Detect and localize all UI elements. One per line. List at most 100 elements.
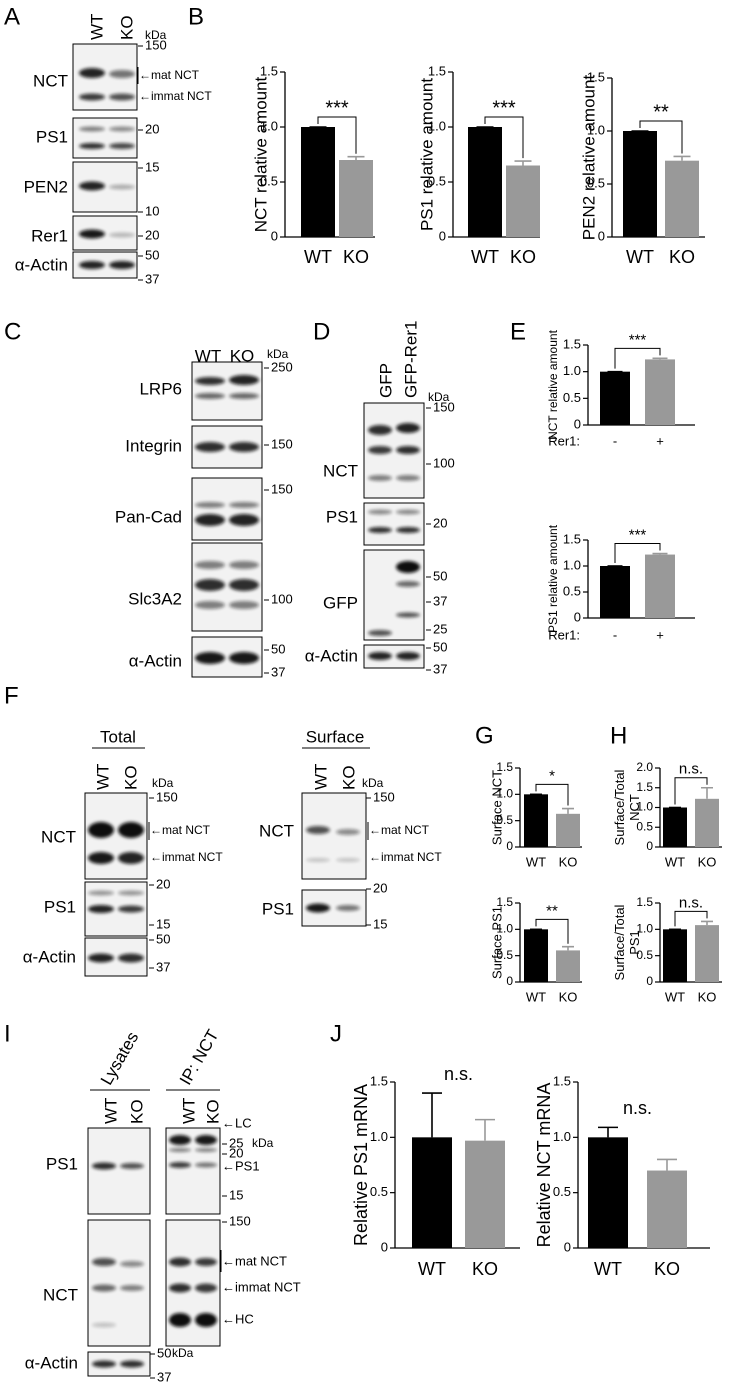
x-tick-label: KO xyxy=(669,247,695,267)
band xyxy=(195,1135,217,1145)
marker-label: 150 xyxy=(145,37,167,52)
panel-letter: E xyxy=(510,318,526,345)
band xyxy=(195,1258,217,1266)
significance-label: *** xyxy=(325,97,349,119)
annotation: ←LC xyxy=(222,1115,252,1130)
bar xyxy=(556,950,580,982)
y-axis-label: Surface PS1 xyxy=(489,906,504,979)
unit-label: kDa xyxy=(152,776,174,790)
row-label: NCT xyxy=(41,827,76,846)
lane-label: KO xyxy=(230,346,255,365)
row-label: PS1 xyxy=(326,507,358,526)
band xyxy=(368,630,392,636)
band xyxy=(229,375,259,385)
y-axis-label: PS1 relative amount xyxy=(546,524,560,633)
band xyxy=(195,1148,217,1152)
x-axis-label: Rer1: xyxy=(548,433,580,448)
band xyxy=(109,70,135,78)
row-label: PS1 xyxy=(46,1154,78,1173)
x-tick-label: KO xyxy=(698,989,717,1004)
band xyxy=(79,143,105,149)
band xyxy=(396,446,420,454)
y-axis-label: PS1 xyxy=(627,930,642,955)
y-axis-label: PS1 relative amount xyxy=(417,78,436,231)
bar xyxy=(645,554,675,618)
x-tick-label: KO xyxy=(510,247,536,267)
band xyxy=(79,68,105,78)
error-bar xyxy=(562,945,574,951)
blot xyxy=(301,792,367,880)
y-axis-label: NCT relative amount xyxy=(251,76,270,232)
x-tick-label: + xyxy=(656,627,664,642)
band xyxy=(368,652,392,660)
x-tick-label: - xyxy=(613,627,617,642)
y-tick-label: 1.5 xyxy=(496,895,513,909)
unit-label: kDa xyxy=(145,28,167,42)
bar xyxy=(524,929,548,982)
band xyxy=(169,1257,191,1267)
unit-label: kDa xyxy=(172,1346,194,1360)
band xyxy=(79,261,105,269)
lane-label: WT xyxy=(101,1098,120,1124)
x-tick-label: WT xyxy=(665,989,685,1004)
panel-letter: C xyxy=(4,318,21,345)
significance-label: * xyxy=(549,767,555,784)
significance-bracket xyxy=(535,783,569,806)
band xyxy=(229,652,259,664)
bar xyxy=(647,1170,687,1248)
band xyxy=(396,652,420,660)
band xyxy=(195,579,225,591)
blot xyxy=(87,1127,151,1215)
blot xyxy=(363,644,425,669)
y-axis-label: NCT xyxy=(627,794,642,821)
marker-label: 37 xyxy=(157,1369,171,1384)
y-tick-label: 0 xyxy=(574,416,581,431)
band xyxy=(195,502,225,508)
marker-label: 50 xyxy=(157,1345,171,1360)
y-tick-label: 1.5 xyxy=(553,1073,571,1088)
band xyxy=(88,953,114,963)
band xyxy=(120,1285,144,1291)
y-tick-label: 1.0 xyxy=(636,800,653,814)
y-tick-label: 1.5 xyxy=(370,1073,388,1088)
x-tick-label: WT xyxy=(471,247,499,267)
marker-label: 150 xyxy=(433,399,455,414)
row-label: Slc3A2 xyxy=(128,589,182,608)
y-tick-label: 1.0 xyxy=(370,1129,388,1144)
panel-letter: F xyxy=(4,682,19,709)
marker-label: 15 xyxy=(373,916,387,931)
row-label: NCT xyxy=(323,461,358,480)
significance-bracket xyxy=(317,116,357,154)
significance-bracket xyxy=(614,543,661,563)
significance-bracket xyxy=(484,116,524,159)
y-tick-label: 1.5 xyxy=(260,63,278,78)
band xyxy=(118,905,144,913)
y-tick-label: 0 xyxy=(506,839,513,853)
unit-label: kDa xyxy=(362,776,384,790)
band xyxy=(79,126,105,132)
x-tick-label: WT xyxy=(526,989,546,1004)
significance-bracket xyxy=(674,777,708,805)
row-label: α-Actin xyxy=(129,651,182,670)
bar xyxy=(556,813,580,847)
band xyxy=(396,612,420,618)
bar xyxy=(468,127,502,237)
y-axis-label: Relative NCT mRNA xyxy=(534,1083,554,1248)
significance-bracket xyxy=(535,918,569,944)
band xyxy=(306,903,330,913)
row-label: α-Actin xyxy=(23,947,76,966)
x-tick-label: KO xyxy=(559,854,578,869)
marker-label: 150 xyxy=(156,789,178,804)
marker-label: 50 xyxy=(271,641,285,656)
band xyxy=(169,1283,191,1293)
group-label: IP: NCT xyxy=(176,1026,223,1088)
band xyxy=(118,953,144,963)
band xyxy=(169,1313,191,1327)
marker-label: 10 xyxy=(145,203,159,218)
marker-label: 20 xyxy=(145,121,159,136)
y-tick-label: 0.5 xyxy=(370,1184,388,1199)
band xyxy=(120,1360,144,1368)
significance-label: n.s. xyxy=(679,761,703,778)
band xyxy=(92,1162,116,1170)
